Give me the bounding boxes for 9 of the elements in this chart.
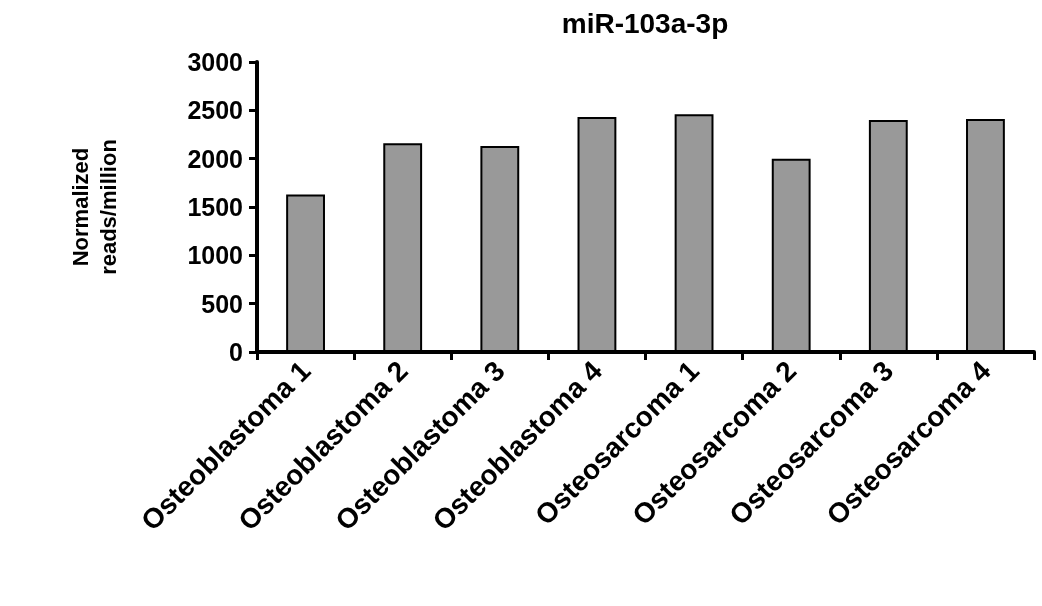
y-axis-title: Normalized reads/million [67,139,121,275]
chart-title: miR-103a-3p [561,7,729,39]
y-tick-label: 500 [201,289,243,318]
y-tick-label: 3000 [187,48,243,76]
y-tick-label: 2500 [187,96,243,125]
y-tick-label: 1500 [187,193,243,221]
y-tick-label: 0 [229,338,243,366]
y-tick-label: 1000 [187,241,243,270]
y-tick-label: 2000 [187,144,243,173]
